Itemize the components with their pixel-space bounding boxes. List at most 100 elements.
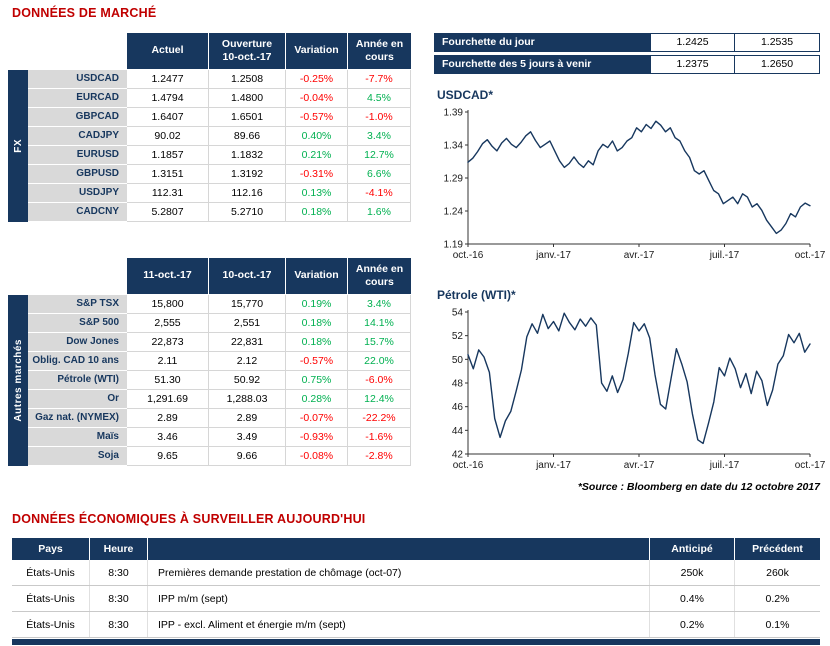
x-tick-label: avr.-17 bbox=[624, 460, 655, 471]
row-label: Maïs bbox=[28, 428, 127, 447]
cell-current: 1.2477 bbox=[127, 70, 209, 89]
y-tick-label: 46 bbox=[452, 402, 464, 413]
day-range-label: Fourchette du jour bbox=[434, 33, 650, 52]
source-note: *Source : Bloomberg en date du 12 octobr… bbox=[577, 481, 820, 493]
market-row: EURCAD 1.4794 1.4800 -0.04% 4.5% bbox=[28, 89, 411, 108]
y-tick-label: 50 bbox=[452, 355, 464, 366]
cell-open: 1.3192 bbox=[209, 165, 286, 184]
cell-open: 2,551 bbox=[209, 314, 286, 333]
event-time: 8:30 bbox=[90, 612, 148, 637]
page-title: DONNÉES DE MARCHÉ bbox=[12, 6, 157, 20]
x-tick-label: janv.-17 bbox=[535, 250, 571, 261]
column-header: Précédent bbox=[752, 543, 803, 555]
row-label: EURUSD bbox=[28, 146, 127, 165]
cell-ytd: 6.6% bbox=[348, 165, 411, 184]
x-tick-label: oct.-17 bbox=[795, 460, 826, 471]
column-header: 10-oct.-17 bbox=[209, 258, 286, 295]
five-day-range-high: 1.2650 bbox=[735, 55, 820, 74]
cell-current: 1.4794 bbox=[127, 89, 209, 108]
y-tick-label: 42 bbox=[452, 450, 464, 461]
y-tick-label: 1.34 bbox=[444, 141, 464, 152]
cell-variation: 0.19% bbox=[286, 295, 348, 314]
price-line bbox=[467, 120, 811, 235]
x-tick-label: avr.-17 bbox=[624, 250, 655, 261]
row-label: CADCNY bbox=[28, 203, 127, 222]
column-header: Pays bbox=[12, 538, 90, 560]
x-tick-label: oct.-17 bbox=[795, 250, 826, 261]
cell-ytd: -4.1% bbox=[348, 184, 411, 203]
price-line bbox=[467, 312, 811, 445]
five-day-range-label: Fourchette des 5 jours à venir bbox=[434, 55, 650, 74]
cell-variation: 0.18% bbox=[286, 314, 348, 333]
cell-current: 1.1857 bbox=[127, 146, 209, 165]
cell-current: 90.02 bbox=[127, 127, 209, 146]
cell-variation: 0.13% bbox=[286, 184, 348, 203]
cell-current: 1.6407 bbox=[127, 108, 209, 127]
cell-variation: -0.08% bbox=[286, 447, 348, 466]
economic-table-header: Pays Heure Anticipé Précédent bbox=[12, 538, 820, 560]
cell-variation: 0.21% bbox=[286, 146, 348, 165]
column-header: Année en cours bbox=[348, 258, 411, 295]
market-row: Or 1,291.69 1,288.03 0.28% 12.4% bbox=[28, 390, 411, 409]
other-markets-side-label: Autres marchés bbox=[12, 339, 24, 422]
event-description: IPP - excl. Aliment et énergie m/m (sept… bbox=[148, 612, 650, 637]
fx-side-band: FX bbox=[8, 70, 28, 222]
cell-current: 22,873 bbox=[127, 333, 209, 352]
five-day-range-low: 1.2375 bbox=[650, 55, 735, 74]
event-anticipated: 0.4% bbox=[650, 586, 735, 611]
market-row: Soja 9.65 9.66 -0.08% -2.8% bbox=[28, 447, 411, 466]
cell-open: 2.89 bbox=[209, 409, 286, 428]
event-description: Premières demande prestation de chômage … bbox=[148, 560, 650, 585]
cell-variation: 0.18% bbox=[286, 333, 348, 352]
cell-ytd: 12.4% bbox=[348, 390, 411, 409]
event-description: IPP m/m (sept) bbox=[148, 586, 650, 611]
cell-open: 1.4800 bbox=[209, 89, 286, 108]
fx-table: Actuel Ouverture 10-oct.-17 Variation Année… bbox=[8, 33, 411, 222]
x-tick-label: juil.-17 bbox=[709, 460, 740, 471]
y-tick-label: 1.19 bbox=[444, 240, 464, 251]
other-markets-table-header: 11-oct.-17 10-oct.-17 Variation Année en co… bbox=[127, 258, 411, 295]
cell-variation: 0.18% bbox=[286, 203, 348, 222]
cell-ytd: 22.0% bbox=[348, 352, 411, 371]
row-label: GBPUSD bbox=[28, 165, 127, 184]
cell-variation: -0.31% bbox=[286, 165, 348, 184]
market-row: CADJPY 90.02 89.66 0.40% 3.4% bbox=[28, 127, 411, 146]
y-tick-label: 54 bbox=[452, 308, 464, 319]
y-tick-label: 1.29 bbox=[444, 174, 464, 185]
cell-variation: -0.57% bbox=[286, 108, 348, 127]
cell-ytd: -22.2% bbox=[348, 409, 411, 428]
cell-open: 22,831 bbox=[209, 333, 286, 352]
row-label: Oblig. CAD 10 ans bbox=[28, 352, 127, 371]
column-header: Anticipé bbox=[650, 538, 735, 560]
y-tick-label: 1.39 bbox=[444, 108, 464, 119]
economic-table-body: États-Unis 8:30 Premières demande prestati… bbox=[12, 560, 820, 638]
cell-open: 15,770 bbox=[209, 295, 286, 314]
cell-current: 51.30 bbox=[127, 371, 209, 390]
column-header: 11-oct.-17 bbox=[127, 258, 209, 295]
column-header: Actuel bbox=[127, 33, 209, 70]
x-tick-label: janv.-17 bbox=[535, 460, 571, 471]
market-row: EURUSD 1.1857 1.1832 0.21% 12.7% bbox=[28, 146, 411, 165]
wti-chart-title: Pétrole (WTI)* bbox=[437, 288, 516, 302]
day-range-high: 1.2535 bbox=[735, 33, 820, 52]
event-previous: 0.1% bbox=[765, 618, 790, 631]
row-label: Gaz nat. (NYMEX) bbox=[28, 409, 127, 428]
cell-ytd: -2.8% bbox=[348, 447, 411, 466]
cell-open: 1.2508 bbox=[209, 70, 286, 89]
cell-current: 2.89 bbox=[127, 409, 209, 428]
chart-axes bbox=[467, 310, 810, 455]
row-label: CADJPY bbox=[28, 127, 127, 146]
x-tick-label: juil.-17 bbox=[709, 250, 740, 261]
row-label: USDJPY bbox=[28, 184, 127, 203]
cell-open: 1,288.03 bbox=[209, 390, 286, 409]
y-tick-label: 52 bbox=[452, 331, 464, 342]
row-label: Or bbox=[28, 390, 127, 409]
cell-current: 15,800 bbox=[127, 295, 209, 314]
event-time: 8:30 bbox=[90, 560, 148, 585]
market-row: GBPUSD 1.3151 1.3192 -0.31% 6.6% bbox=[28, 165, 411, 184]
cell-ytd: 1.6% bbox=[348, 203, 411, 222]
cell-current: 9.65 bbox=[127, 447, 209, 466]
cell-current: 2.11 bbox=[127, 352, 209, 371]
five-day-range-row: Fourchette des 5 jours à venir 1.2375 1.… bbox=[434, 55, 820, 74]
cell-open: 89.66 bbox=[209, 127, 286, 146]
